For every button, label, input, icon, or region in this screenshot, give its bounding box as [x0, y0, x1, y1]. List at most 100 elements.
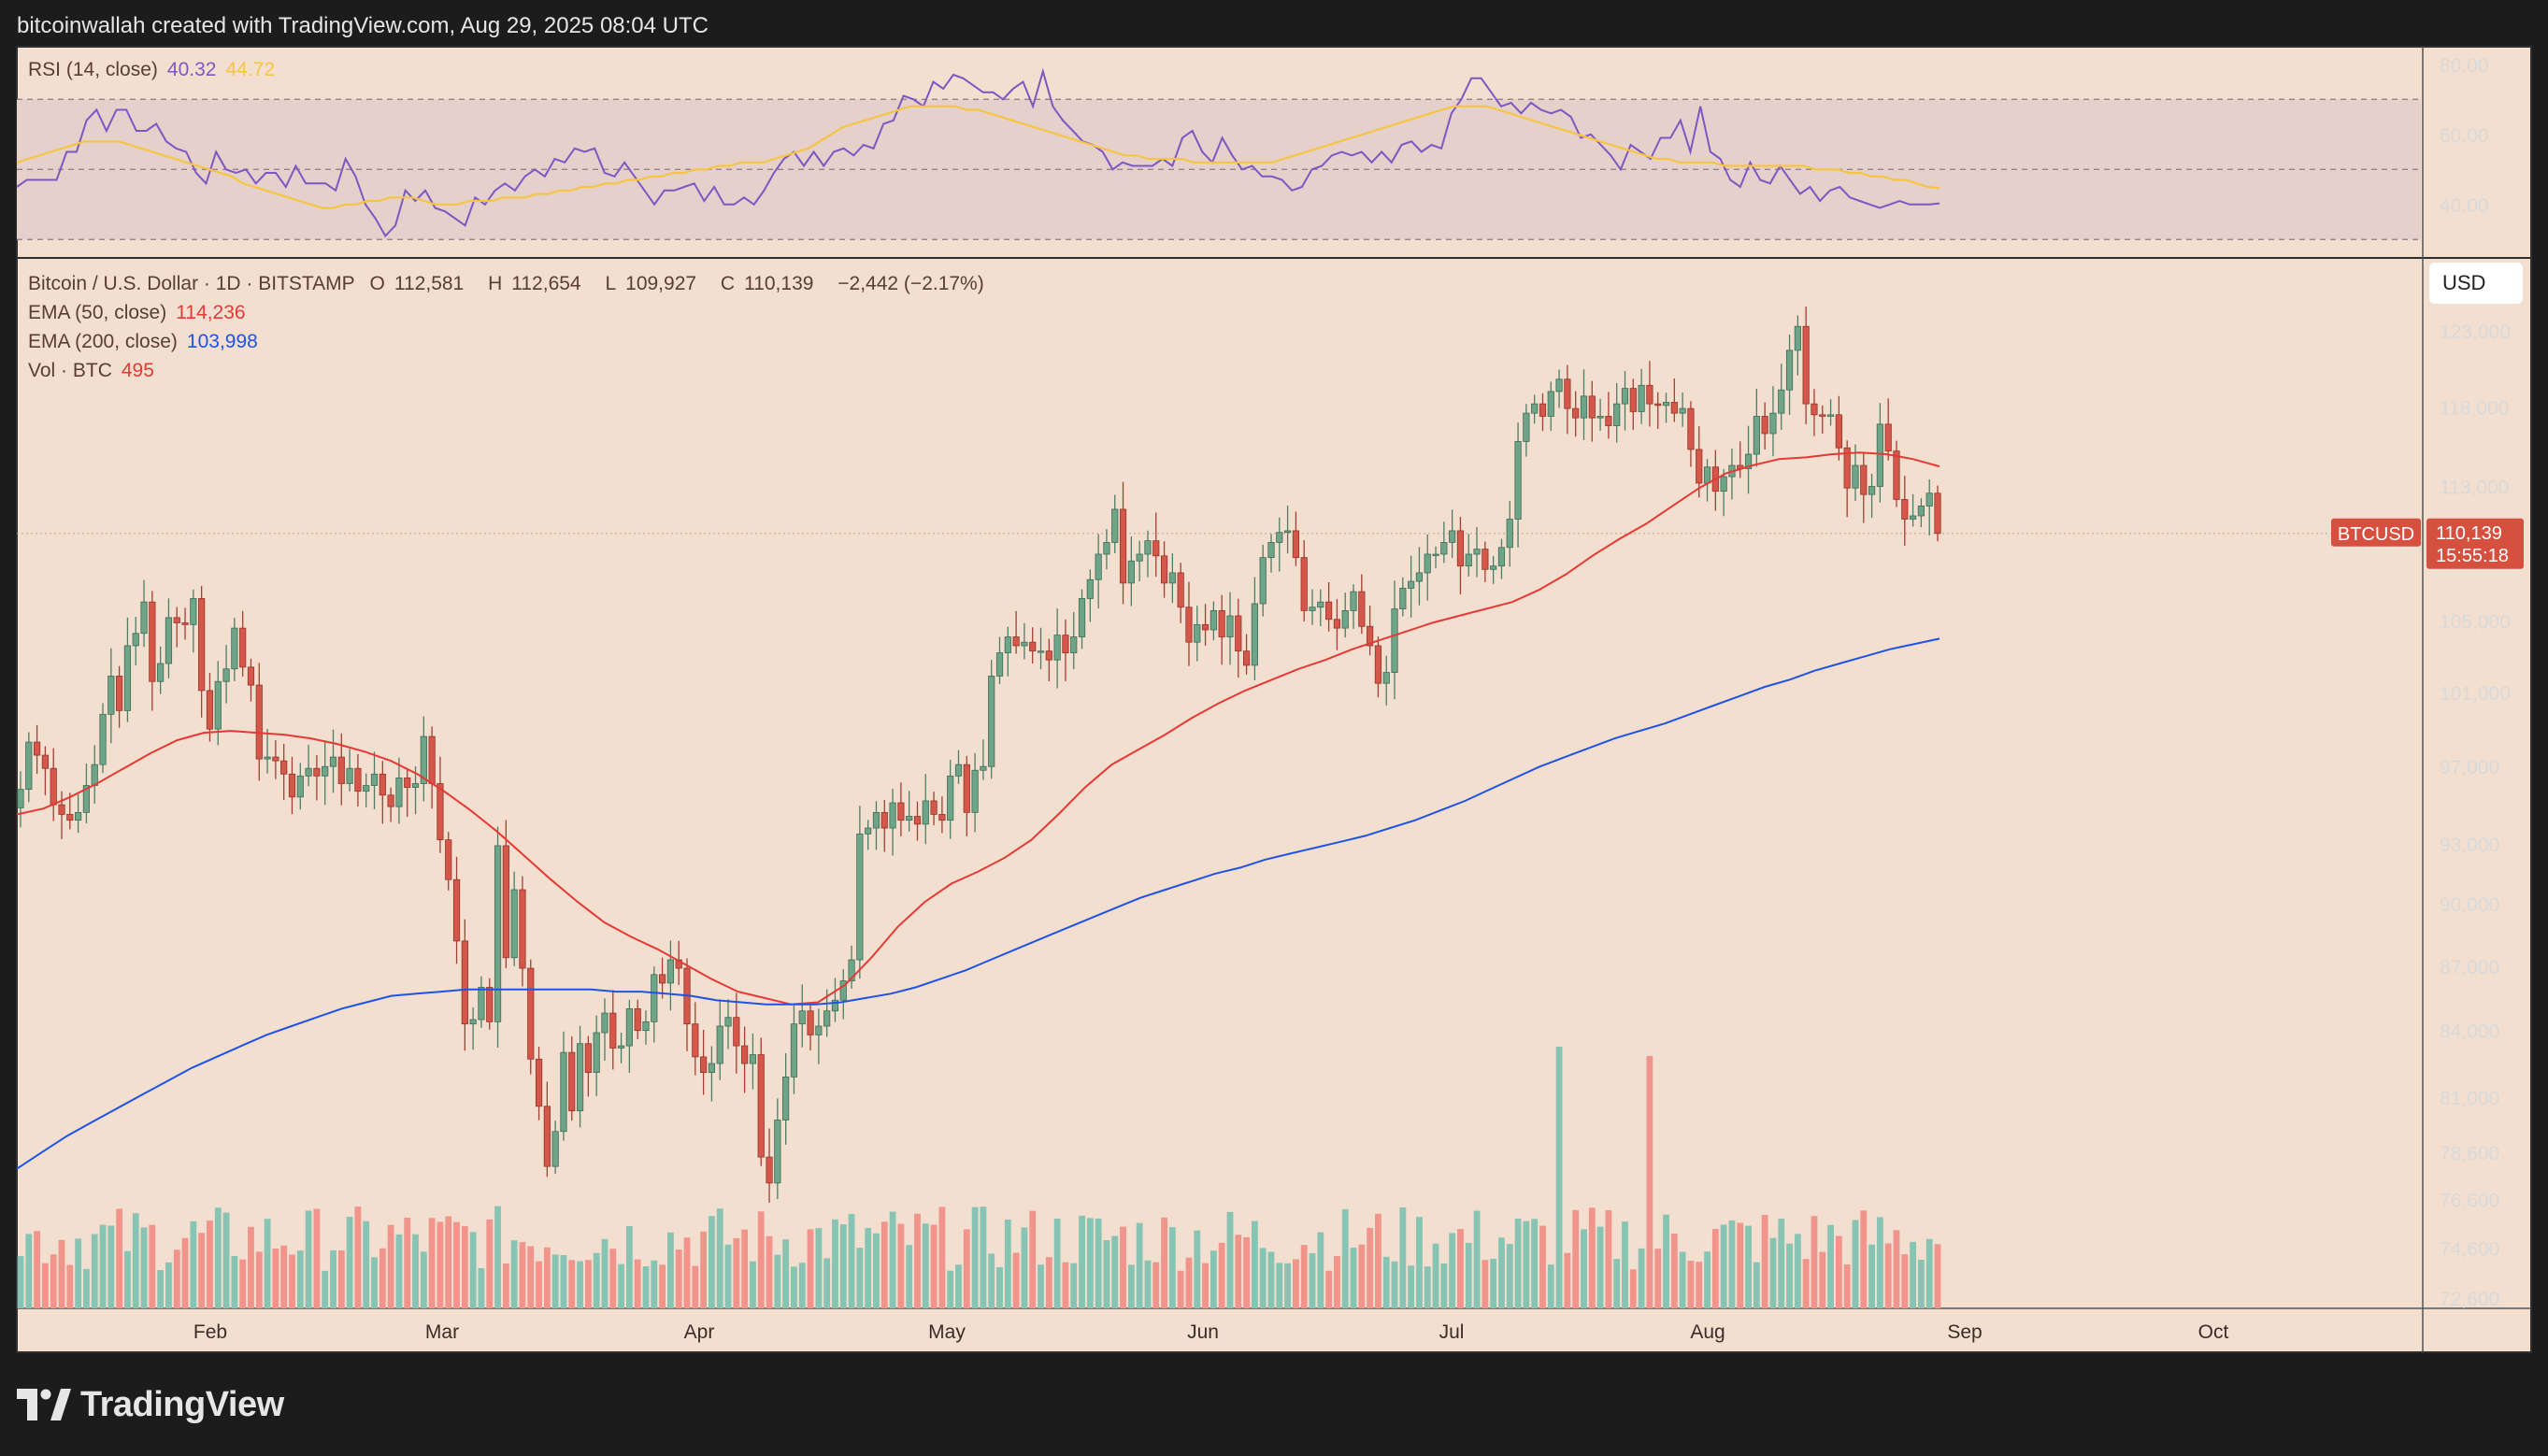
candle-body — [642, 1021, 650, 1032]
volume-bar — [1416, 1217, 1423, 1308]
candle-body — [354, 767, 362, 792]
candle-body — [1884, 423, 1892, 452]
candle-body — [1037, 650, 1045, 653]
candle-body — [593, 1032, 600, 1073]
volume-bar — [1382, 1256, 1390, 1308]
volume-bars — [17, 1047, 1941, 1308]
volume-bar — [1235, 1235, 1242, 1308]
candle-body — [305, 767, 312, 777]
candle-body — [634, 1008, 641, 1032]
volume-bar — [1226, 1211, 1234, 1308]
volume-bar — [1432, 1243, 1439, 1308]
rsi-panel[interactable]: 80.00 60.00 40.00 — [16, 55, 2489, 240]
candle-body — [404, 777, 411, 788]
volume-bar — [782, 1239, 790, 1308]
tradingview-branding[interactable]: TradingView — [17, 1381, 284, 1428]
price-tick-label: 101,000 — [2440, 683, 2511, 705]
candle-body — [889, 802, 896, 829]
candle-body — [1613, 403, 1621, 426]
volume-bar — [1613, 1259, 1621, 1308]
volume-bar — [1753, 1262, 1760, 1308]
candle-body — [1103, 542, 1110, 555]
price-tick-label: 76,600 — [2440, 1191, 2499, 1212]
volume-bar — [1177, 1270, 1184, 1308]
volume-bar — [1062, 1262, 1069, 1308]
volume-bar — [437, 1221, 444, 1308]
ohlc-change: −2,442 (−2.17%) — [837, 273, 984, 294]
candle-body — [387, 794, 394, 807]
volume-bar — [543, 1247, 551, 1308]
candle-body — [1811, 403, 1818, 416]
volume-bar — [1152, 1262, 1160, 1308]
price-badge-symbol-bg — [2331, 518, 2421, 547]
candle-body — [190, 598, 197, 625]
volume-bar — [642, 1266, 650, 1308]
ema50-legend[interactable]: EMA (50, close) 114,236 — [28, 299, 255, 327]
volume-bar — [1819, 1251, 1826, 1308]
volume-bar — [1629, 1269, 1637, 1308]
candle-body — [1588, 395, 1596, 419]
candle-body — [1555, 378, 1563, 393]
rsi-legend[interactable]: RSI (14, close) 40.32 44.72 — [28, 56, 284, 84]
candle-body — [1283, 530, 1292, 534]
volume-bar — [955, 1264, 962, 1308]
price-tick-label: 97,000 — [2440, 757, 2499, 778]
volume-label: Vol · BTC — [28, 360, 112, 381]
volume-bar — [1827, 1224, 1834, 1308]
volume-bar — [412, 1234, 419, 1308]
rsi-ma-value: 44.72 — [225, 59, 276, 80]
candle-body — [1449, 530, 1456, 543]
time-tick-jun: Jun — [1187, 1321, 1219, 1343]
volume-bar — [17, 1256, 24, 1308]
candle-body — [75, 811, 82, 821]
candle-body — [1580, 395, 1588, 419]
candle-body — [1408, 580, 1415, 589]
volume-bar — [1670, 1234, 1678, 1308]
candle-body — [1341, 610, 1349, 629]
candle-body — [568, 1051, 576, 1112]
volume-bar — [1638, 1248, 1645, 1308]
volume-bar — [469, 1232, 477, 1308]
candle-body — [255, 684, 263, 760]
volume-bar — [1473, 1210, 1481, 1308]
volume-legend[interactable]: Vol · BTC 495 — [28, 357, 164, 385]
candle-body — [1045, 650, 1052, 661]
volume-bar — [1185, 1257, 1193, 1308]
candle-body — [1794, 325, 1801, 351]
time-tick-may: May — [928, 1321, 966, 1343]
volume-bar — [1218, 1242, 1225, 1308]
candle-body — [1456, 530, 1465, 567]
candle-body — [1523, 412, 1530, 442]
volume-bar — [502, 1263, 509, 1308]
volume-bar — [750, 1261, 756, 1308]
volume-bar — [839, 1224, 847, 1308]
candle-body — [1934, 492, 1941, 535]
volume-bar — [1440, 1263, 1448, 1308]
price-badge-value-bg — [2426, 518, 2524, 569]
candle-body — [99, 713, 107, 765]
candle-body — [560, 1051, 567, 1133]
volume-bar — [741, 1229, 749, 1308]
candle-body — [724, 1017, 732, 1027]
volume-bar — [1934, 1244, 1941, 1308]
ema200-legend[interactable]: EMA (200, close) 103,998 — [28, 328, 267, 356]
volume-bar — [1737, 1222, 1744, 1308]
volume-bar — [1408, 1265, 1415, 1308]
ema200-label: EMA (200, close) — [28, 331, 178, 352]
volume-bar — [280, 1245, 288, 1308]
volume-bar — [1482, 1260, 1489, 1308]
candle-body — [41, 754, 50, 769]
candle-body — [1909, 515, 1917, 520]
candle-body — [1374, 645, 1382, 684]
currency-button[interactable]: USD — [2429, 263, 2523, 304]
volume-bar — [1004, 1219, 1011, 1308]
volume-bar — [42, 1263, 49, 1308]
candle-body — [510, 889, 518, 959]
volume-bar — [865, 1227, 872, 1308]
volume-bar — [807, 1229, 814, 1308]
price-panel[interactable] — [16, 306, 2421, 1203]
volume-bar — [1696, 1262, 1703, 1308]
